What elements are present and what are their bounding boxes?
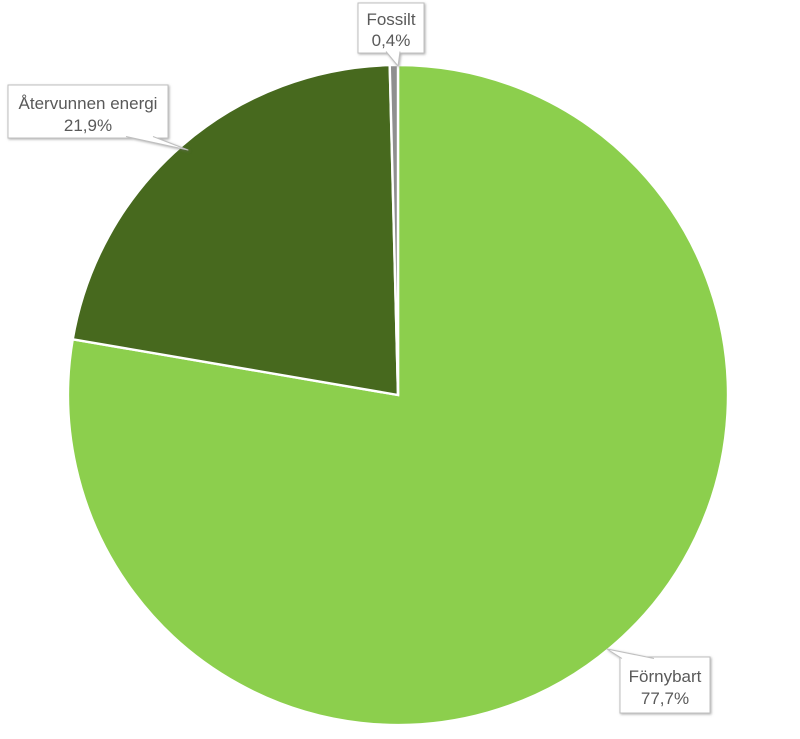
callout-atervunnen-energi: Återvunnen energi 21,9% [7,84,189,151]
callout-fossilt: Fossilt 0,4% [357,2,425,67]
callout-leader-outline [125,136,189,151]
callout-fornybart: Förnybart 77,7% [606,648,711,714]
callout-value: 0,4% [372,31,411,50]
pie-slices [66,63,730,727]
callout-box [7,84,169,139]
callout-value: 21,9% [64,116,112,135]
callout-value: 77,7% [641,689,689,708]
callout-box [357,2,425,54]
pie-slice-0 [66,63,730,727]
callout-label: Fossilt [366,10,415,29]
pie-slice-1 [71,63,400,397]
callout-box [619,656,711,714]
callout-label: Förnybart [629,667,702,686]
callout-leader-outline [606,648,655,659]
callout-leader-outline [385,51,401,67]
callout-label: Återvunnen energi [19,94,158,113]
